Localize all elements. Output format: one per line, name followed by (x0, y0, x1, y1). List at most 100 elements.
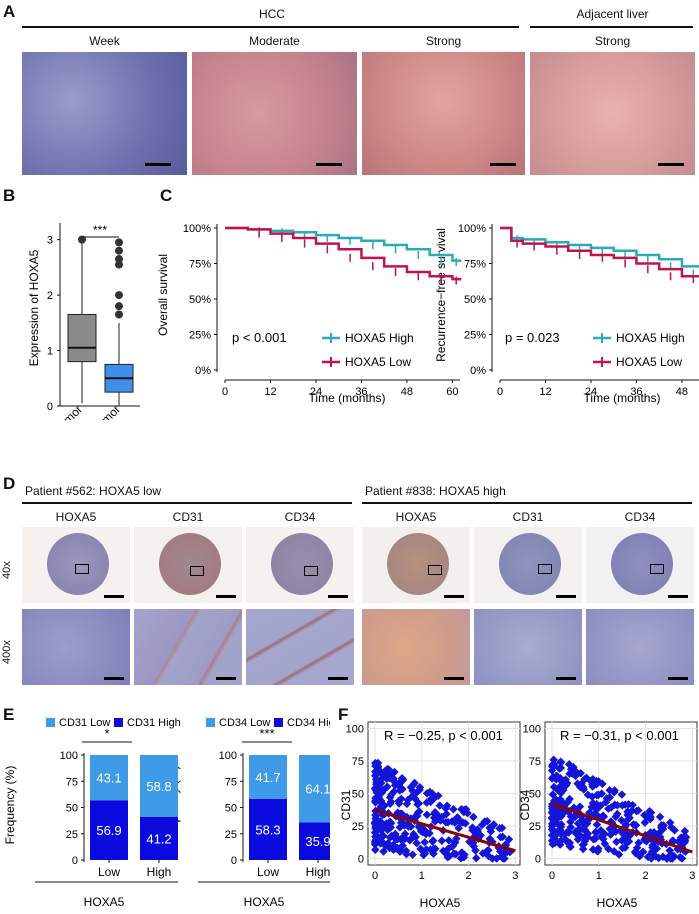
cd34-point (569, 762, 578, 772)
os-ytick-label: 0% (195, 365, 211, 377)
box-outlier (115, 302, 123, 311)
freq-xlabel-left: HOXA5 (84, 895, 125, 909)
rfs-legend-low: HOXA5 Low (616, 355, 682, 369)
tma-core-cd34-high (586, 527, 694, 603)
cd34-point (589, 834, 598, 844)
cd31-point (437, 836, 447, 846)
cd31-point (445, 852, 454, 861)
cd31-bar-low (140, 755, 178, 817)
cd34-point (548, 826, 558, 835)
scale-bar (658, 163, 684, 166)
col-label-hoxa5-low: HOXA5 (55, 510, 97, 524)
cd34-point (559, 798, 568, 808)
row-label-40x: 40x (1, 561, 13, 579)
cd31-ytick-label: 75 (66, 776, 78, 788)
os-xtick-label: 48 (401, 386, 413, 398)
cd34-point (556, 758, 566, 767)
cd31-point (429, 849, 438, 859)
cd31-ytick-label: 75 (352, 756, 364, 768)
cd34-ytick-label: 100 (523, 724, 541, 736)
rfs-xtick-label: 12 (539, 386, 551, 398)
scale-bar (490, 163, 516, 166)
cd34-xtick-label: 2 (642, 870, 648, 882)
scale-bar (316, 163, 342, 166)
rfs-ytick-label: 50% (464, 294, 486, 306)
col-label-hoxa5-high: HOXA5 (395, 510, 437, 524)
cd34-point (677, 854, 687, 863)
box-outlier (115, 255, 123, 264)
cd34-point (665, 846, 674, 855)
box-outlier (115, 238, 123, 247)
cd34-point (562, 828, 572, 837)
tma-core-cd34-low (246, 527, 354, 603)
boxplot-ytick-label: 1 (47, 346, 53, 358)
cd34-ytick-label: 0 (535, 854, 541, 866)
freq-xlabel-right: HOXA5 (244, 895, 285, 909)
scale-bar (145, 163, 171, 166)
cd34-bar-high (249, 798, 287, 860)
cd34-point (566, 842, 575, 852)
box-body (67, 314, 97, 363)
cd34-point (592, 820, 602, 829)
cd31-ytick-label: 25 (352, 821, 364, 833)
patient-low-rule (22, 502, 352, 504)
cd34-fit-line (551, 802, 693, 854)
os-xtick-label: 36 (355, 386, 367, 398)
boxplot-ytick-label: 2 (47, 290, 53, 302)
os-ytick-label: 100% (183, 223, 211, 235)
tile-label-adjacent-strong: Strong (594, 34, 631, 48)
os-xlabel: Time (months) (309, 391, 386, 405)
rfs-legend: HOXA5 High HOXA5 Low (593, 331, 685, 369)
hcc-group-label: HCC (259, 7, 285, 21)
cd34-point (588, 798, 598, 808)
cd34-point (558, 776, 567, 786)
cd34-point (599, 812, 609, 822)
cd34-point (592, 777, 601, 786)
rfs-ytick-label: 75% (464, 259, 486, 271)
rfs-legend-high: HOXA5 High (616, 331, 685, 345)
legend-swatch-cd31-high (114, 718, 123, 727)
tile-label-week: Week (89, 34, 120, 48)
cd31-point (371, 811, 380, 820)
patient-low-label: Patient #562: HOXA5 low (25, 484, 162, 498)
cd34-point (574, 825, 584, 834)
cd31-point (405, 836, 415, 845)
os-ytick-label: 50% (189, 294, 211, 306)
cd31-point (411, 832, 420, 842)
cd34-point (591, 810, 601, 819)
cd31-point (482, 846, 492, 856)
cd34-ytick-label: 50 (225, 803, 237, 815)
cd31-point (498, 832, 507, 842)
cd34-point (680, 838, 689, 847)
rfs-pvalue: p = 0.023 (505, 330, 560, 345)
box-outlier (115, 260, 123, 269)
adjacent-group-label: Adjacent liver (576, 7, 649, 21)
ihc-image-moderate (192, 52, 357, 175)
cd31-xtick-label: Low (98, 865, 120, 879)
hpf-image-cd31-high (474, 609, 582, 685)
cd31-point (422, 789, 432, 798)
boxplot-ylabel: Expression of HOXA5 (27, 249, 41, 366)
cd31-point (389, 787, 399, 796)
cd34-point (578, 840, 588, 850)
freq-ylabel-left: Frequency (%) (3, 766, 17, 845)
box-outlier (115, 246, 123, 255)
tma-core-hoxa5-high (362, 527, 470, 603)
cd34-ytick-label: 50 (529, 789, 541, 801)
hpf-image-hoxa5-low (22, 609, 130, 685)
cd31-point (473, 825, 482, 834)
box-outlier (115, 291, 123, 300)
cd34-point (656, 823, 666, 832)
cd34-point (669, 851, 679, 861)
col-label-cd34-high: CD34 (624, 510, 656, 524)
rfs-xlabel: Time (months) (584, 391, 661, 405)
tma-core-cd31-low (134, 527, 242, 603)
cd31-point (449, 804, 458, 814)
cd31-xtick-label: 2 (465, 870, 471, 882)
cd34-point (658, 852, 668, 861)
hpf-image-cd34-high (586, 609, 694, 685)
scatter-ylabel-right: CD34 (518, 789, 532, 820)
legend-cd31-low: CD31 Low (59, 717, 110, 729)
cd31-point (413, 808, 423, 817)
cd34-point (565, 794, 574, 804)
